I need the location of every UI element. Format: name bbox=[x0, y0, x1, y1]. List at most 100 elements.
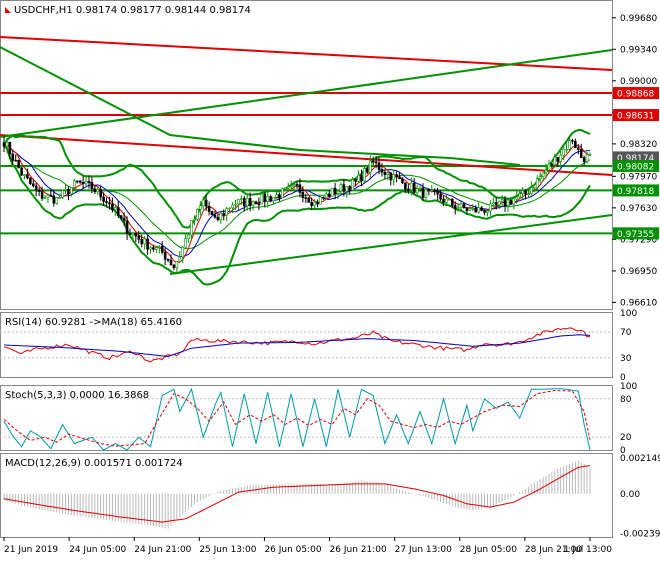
stoch-axis-100: 100 bbox=[620, 382, 637, 392]
candle-body bbox=[371, 160, 375, 163]
candle-body bbox=[269, 196, 272, 202]
stoch-title: Stoch(5,3,3) 0.0000 16.3868 bbox=[5, 390, 149, 401]
price-axis-tick: 0.99000 bbox=[620, 77, 657, 87]
candle-body bbox=[231, 204, 234, 209]
candle-body bbox=[266, 196, 270, 202]
time-axis-label: 26 Jun 21:00 bbox=[330, 545, 387, 555]
candle-body bbox=[143, 238, 146, 245]
candle-body bbox=[93, 188, 97, 193]
price-label-text: 0.98082 bbox=[617, 162, 654, 172]
candle-body bbox=[222, 213, 226, 216]
candle-body bbox=[207, 205, 211, 212]
candle-body bbox=[415, 188, 419, 194]
candle-body bbox=[427, 189, 431, 192]
candle-body bbox=[40, 191, 44, 199]
stoch-axis-0: 0 bbox=[620, 446, 626, 456]
candle-body bbox=[2, 142, 6, 147]
candle-body bbox=[175, 261, 179, 268]
candle-body bbox=[486, 210, 489, 213]
candle-body bbox=[366, 168, 369, 173]
time-axis-label: 24 Jun 05:00 bbox=[69, 545, 126, 555]
candle-body bbox=[559, 154, 563, 162]
price-axis-tick: 0.99340 bbox=[620, 45, 657, 55]
candle-body bbox=[169, 259, 173, 266]
candle-body bbox=[152, 247, 155, 250]
rsi-axis-100: 100 bbox=[620, 309, 637, 319]
green-trendline-falling bbox=[0, 46, 521, 166]
candle-body bbox=[389, 172, 393, 181]
candle-body bbox=[131, 232, 135, 235]
price-axis-tick: 0.96610 bbox=[620, 298, 657, 308]
candle-body bbox=[237, 199, 240, 205]
candle-body bbox=[193, 218, 196, 221]
stoch-pane bbox=[0, 385, 613, 451]
candle-body bbox=[196, 208, 199, 220]
stoch-axis-80: 80 bbox=[620, 395, 632, 405]
candle-body bbox=[530, 187, 533, 195]
candle-body bbox=[11, 153, 15, 161]
candle-body bbox=[565, 148, 568, 151]
candle-body bbox=[49, 194, 53, 197]
candle-body bbox=[102, 196, 105, 202]
price-axis-tick: 0.97970 bbox=[620, 172, 657, 182]
time-axis-label: 27 Jun 13:00 bbox=[395, 545, 452, 555]
candle-body bbox=[327, 193, 331, 197]
candle-body bbox=[348, 186, 352, 191]
candle-body bbox=[166, 258, 170, 261]
candle-body bbox=[73, 180, 76, 188]
candle-body bbox=[333, 187, 337, 194]
time-axis-label: 28 Jun 05:00 bbox=[460, 545, 517, 555]
candle-body bbox=[219, 213, 223, 221]
candle-body bbox=[163, 251, 167, 260]
candle-body bbox=[407, 188, 410, 191]
candle-body bbox=[295, 184, 299, 186]
chart-menu-icon[interactable] bbox=[5, 7, 11, 13]
candle-body bbox=[245, 198, 249, 207]
candle-body bbox=[292, 184, 296, 187]
candle-body bbox=[383, 171, 387, 175]
rsi-axis-70: 70 bbox=[620, 328, 632, 338]
candle-body bbox=[234, 203, 237, 206]
candle-body bbox=[5, 141, 9, 147]
candle-body bbox=[538, 176, 542, 179]
candle-body bbox=[204, 199, 208, 207]
price-label-box bbox=[613, 184, 659, 197]
candle-body bbox=[289, 185, 293, 188]
candle-body bbox=[339, 184, 343, 192]
time-axis-label: 24 Jun 21:00 bbox=[134, 545, 191, 555]
candle-body bbox=[146, 238, 149, 250]
candle-body bbox=[582, 157, 586, 162]
candle-body bbox=[137, 235, 141, 240]
candle-body bbox=[64, 188, 67, 191]
price-label-box bbox=[613, 87, 659, 100]
candle-body bbox=[374, 161, 378, 164]
candle-body bbox=[363, 168, 366, 182]
candle-body bbox=[489, 203, 492, 212]
candle-body bbox=[96, 188, 100, 193]
candle-body bbox=[84, 181, 88, 185]
candle-body bbox=[31, 183, 35, 187]
green-trendline-rising bbox=[0, 49, 613, 138]
candle-body bbox=[436, 191, 439, 195]
candle-body bbox=[17, 160, 20, 169]
candle-body bbox=[324, 193, 328, 199]
candle-body bbox=[187, 234, 190, 239]
candle-body bbox=[368, 160, 372, 173]
candle-body bbox=[304, 197, 308, 200]
candle-body bbox=[456, 207, 460, 210]
rsi-axis-0: 0 bbox=[620, 373, 626, 383]
candle-body bbox=[178, 256, 182, 262]
candle-body bbox=[278, 194, 281, 199]
rsi-ma-line bbox=[3, 334, 591, 358]
candle-body bbox=[172, 264, 176, 268]
candle-body bbox=[322, 196, 325, 199]
candle-body bbox=[430, 189, 434, 192]
macd-signal-line bbox=[3, 465, 591, 523]
candle-body bbox=[556, 157, 560, 162]
candle-body bbox=[512, 198, 516, 205]
price-axis-tick: 0.97630 bbox=[620, 204, 657, 214]
candle-body bbox=[527, 193, 530, 196]
candle-body bbox=[52, 195, 56, 204]
candle-body bbox=[541, 172, 545, 178]
